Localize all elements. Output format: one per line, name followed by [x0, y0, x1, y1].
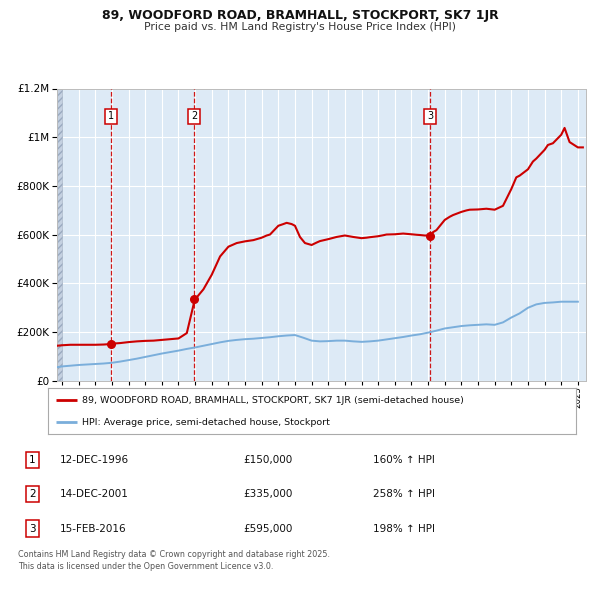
Text: 2: 2	[191, 112, 197, 121]
Text: 12-DEC-1996: 12-DEC-1996	[60, 455, 130, 465]
Text: £595,000: £595,000	[244, 523, 293, 533]
Text: 1: 1	[108, 112, 114, 121]
Bar	[57, 88, 62, 381]
Text: 2: 2	[29, 489, 35, 499]
Text: £150,000: £150,000	[244, 455, 293, 465]
Text: 14-DEC-2001: 14-DEC-2001	[60, 489, 129, 499]
Text: 160% ↑ HPI: 160% ↑ HPI	[373, 455, 435, 465]
Text: Price paid vs. HM Land Registry's House Price Index (HPI): Price paid vs. HM Land Registry's House …	[144, 22, 456, 32]
Text: HPI: Average price, semi-detached house, Stockport: HPI: Average price, semi-detached house,…	[82, 418, 330, 427]
Text: 89, WOODFORD ROAD, BRAMHALL, STOCKPORT, SK7 1JR (semi-detached house): 89, WOODFORD ROAD, BRAMHALL, STOCKPORT, …	[82, 395, 464, 405]
Text: 3: 3	[427, 112, 433, 121]
Text: Contains HM Land Registry data © Crown copyright and database right 2025.
This d: Contains HM Land Registry data © Crown c…	[18, 550, 330, 571]
Text: 89, WOODFORD ROAD, BRAMHALL, STOCKPORT, SK7 1JR: 89, WOODFORD ROAD, BRAMHALL, STOCKPORT, …	[101, 9, 499, 22]
Text: 1: 1	[29, 455, 35, 465]
Text: 15-FEB-2016: 15-FEB-2016	[60, 523, 127, 533]
Text: 198% ↑ HPI: 198% ↑ HPI	[373, 523, 436, 533]
Text: 258% ↑ HPI: 258% ↑ HPI	[373, 489, 436, 499]
Text: 3: 3	[29, 523, 35, 533]
Text: £335,000: £335,000	[244, 489, 293, 499]
